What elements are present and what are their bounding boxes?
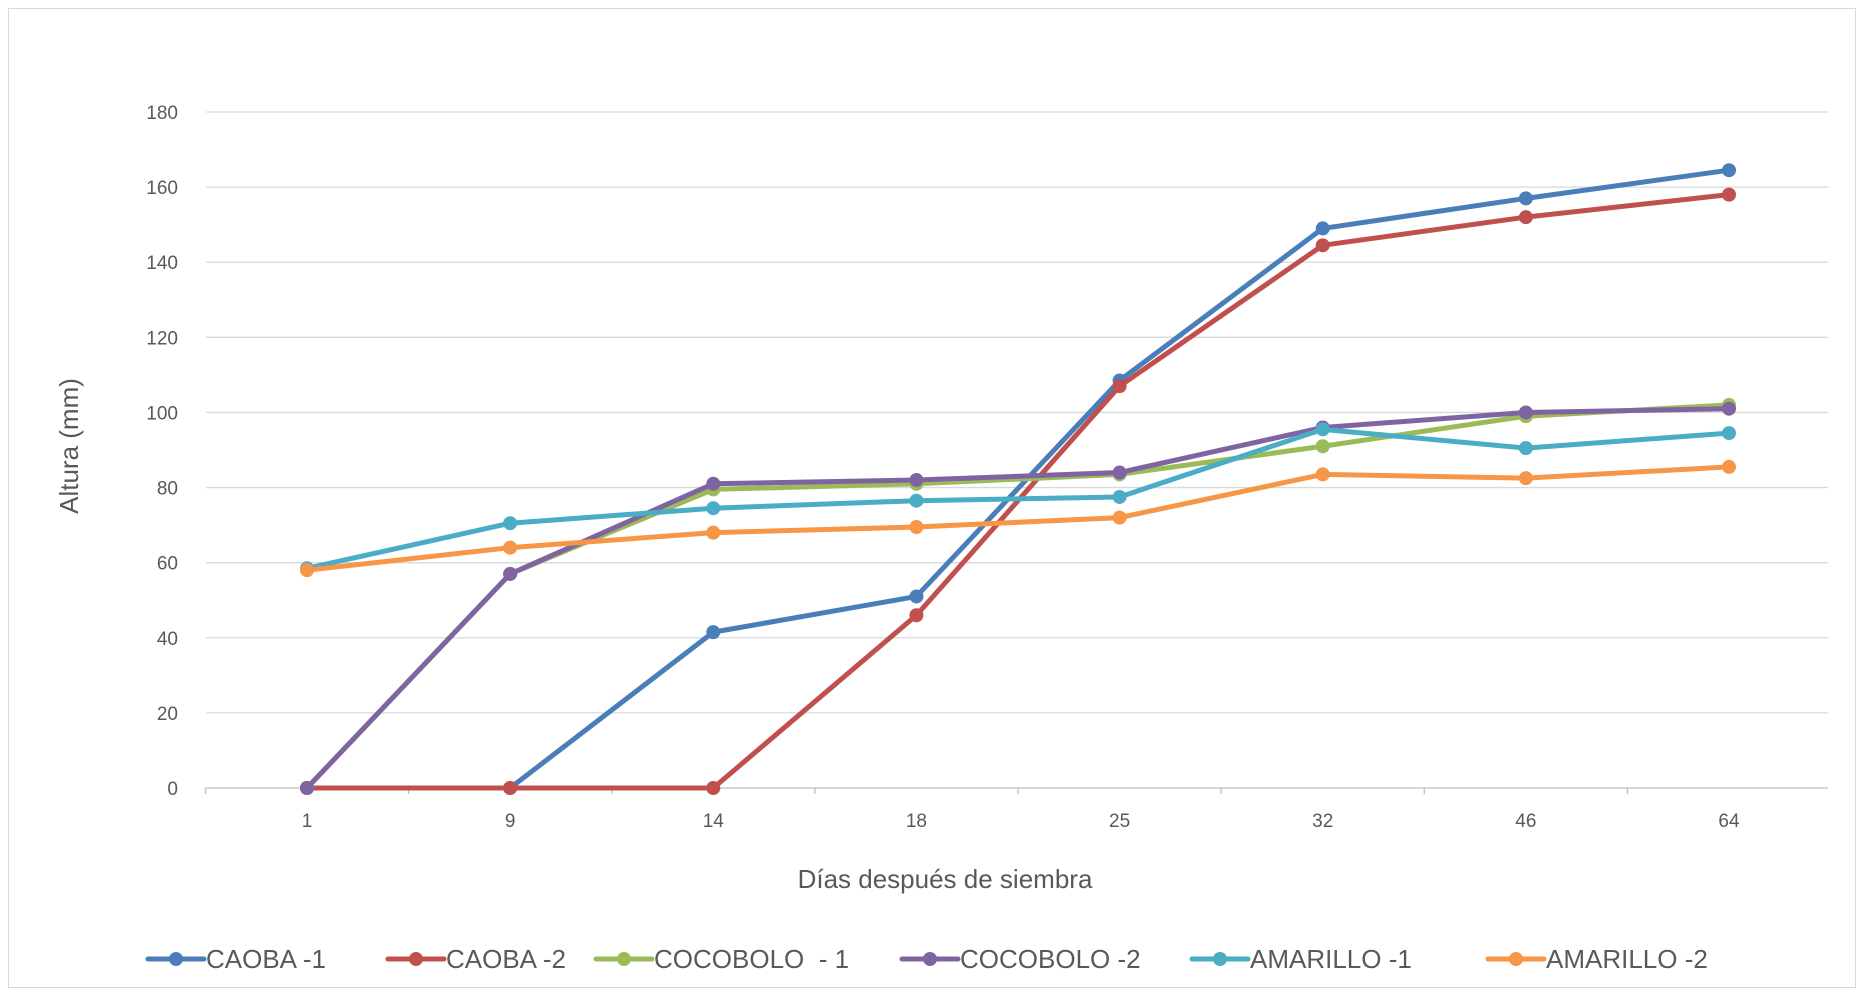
- data-point: [503, 516, 518, 531]
- y-axis-title: Altura (mm): [54, 378, 84, 514]
- data-point: [706, 476, 721, 491]
- series-4: [300, 401, 1736, 795]
- data-point: [909, 589, 924, 604]
- legend-label: CAOBA -1: [206, 944, 326, 974]
- data-point: [1518, 471, 1533, 486]
- x-tick-label: 14: [703, 811, 725, 832]
- legend-swatch-marker: [923, 952, 937, 966]
- legend-item: COCOBOLO - 1: [593, 944, 849, 974]
- data-point: [1112, 489, 1127, 504]
- legend-label: CAOBA -2: [446, 944, 566, 974]
- legend-swatch-marker: [169, 952, 183, 966]
- data-point: [1518, 210, 1533, 225]
- y-tick-label: 180: [146, 103, 178, 124]
- data-point: [503, 566, 518, 581]
- y-tick-label: 0: [167, 779, 178, 800]
- legend-item: CAOBA -1: [145, 944, 326, 974]
- series-5: [300, 422, 1736, 576]
- data-point: [1722, 401, 1736, 416]
- legend-swatch-marker: [409, 952, 423, 966]
- series-lines: [300, 163, 1736, 795]
- data-point: [503, 781, 518, 795]
- data-point: [909, 519, 924, 534]
- series-line: [304, 464, 1732, 573]
- data-point: [1722, 426, 1736, 441]
- data-point: [909, 473, 924, 488]
- x-tick-label: 1: [302, 811, 313, 832]
- legend: CAOBA -1 CAOBA -2 COCOBOLO - 1 COCOBOLO -2 A…: [145, 944, 1708, 974]
- legend-label: AMARILLO -2: [1546, 944, 1708, 974]
- data-point: [1315, 221, 1330, 236]
- y-tick-label: 80: [157, 479, 178, 500]
- data-point: [1315, 422, 1330, 437]
- x-tick-label: 25: [1109, 811, 1130, 832]
- y-tick-label: 40: [157, 629, 178, 650]
- data-point: [1315, 439, 1330, 454]
- y-tick-label: 140: [146, 253, 178, 274]
- x-tick-label: 32: [1312, 811, 1333, 832]
- data-point: [706, 781, 721, 795]
- data-point: [706, 625, 721, 640]
- series-line: [304, 167, 1732, 791]
- y-tick-label: 160: [146, 178, 178, 199]
- legend-label: AMARILLO -1: [1250, 944, 1412, 974]
- data-point: [1112, 465, 1127, 480]
- data-point: [1518, 441, 1533, 456]
- data-point: [1518, 405, 1533, 420]
- series-line: [304, 402, 1732, 791]
- data-point: [503, 540, 518, 555]
- legend-item: AMARILLO -2: [1485, 944, 1708, 974]
- x-axis-title: Días después de siembra: [798, 864, 1093, 894]
- legend-label: COCOBOLO -2: [960, 944, 1141, 974]
- legend-item: CAOBA -2: [385, 944, 566, 974]
- data-point: [1315, 238, 1330, 253]
- data-point: [1722, 459, 1736, 474]
- series-line: [304, 426, 1732, 571]
- legend-item: COCOBOLO -2: [899, 944, 1141, 974]
- x-tick-label: 64: [1718, 811, 1740, 832]
- legend-swatch-marker: [1213, 952, 1227, 966]
- series-6: [300, 459, 1736, 578]
- y-tick-label: 20: [157, 704, 178, 725]
- legend-swatch-marker: [1509, 952, 1523, 966]
- y-tick-labels: 0 20 40 60 80 100 120 140 160 180: [146, 103, 178, 800]
- x-tick-labels: 1 9 14 18 25 32 46 64: [302, 811, 1740, 832]
- data-point: [909, 493, 924, 508]
- data-point: [706, 501, 721, 516]
- data-point: [300, 563, 314, 578]
- data-point: [909, 608, 924, 623]
- data-point: [1722, 187, 1736, 202]
- data-point: [300, 781, 314, 795]
- x-tick-label: 9: [505, 811, 516, 832]
- data-point: [1112, 510, 1127, 525]
- y-tick-label: 60: [157, 554, 178, 575]
- series-line: [304, 406, 1732, 791]
- data-point: [1722, 163, 1736, 178]
- data-point: [1112, 379, 1127, 394]
- y-tick-label: 100: [146, 403, 178, 424]
- gridlines: [206, 111, 1828, 714]
- data-point: [1518, 191, 1533, 206]
- x-tick-label: 18: [906, 811, 927, 832]
- data-point: [706, 525, 721, 540]
- data-point: [1315, 467, 1330, 482]
- series-3: [300, 397, 1736, 795]
- legend-label: COCOBOLO - 1: [654, 944, 849, 974]
- y-tick-label: 120: [146, 328, 178, 349]
- x-tick-label: 46: [1515, 811, 1536, 832]
- legend-item: AMARILLO -1: [1189, 944, 1412, 974]
- legend-swatch-marker: [617, 952, 631, 966]
